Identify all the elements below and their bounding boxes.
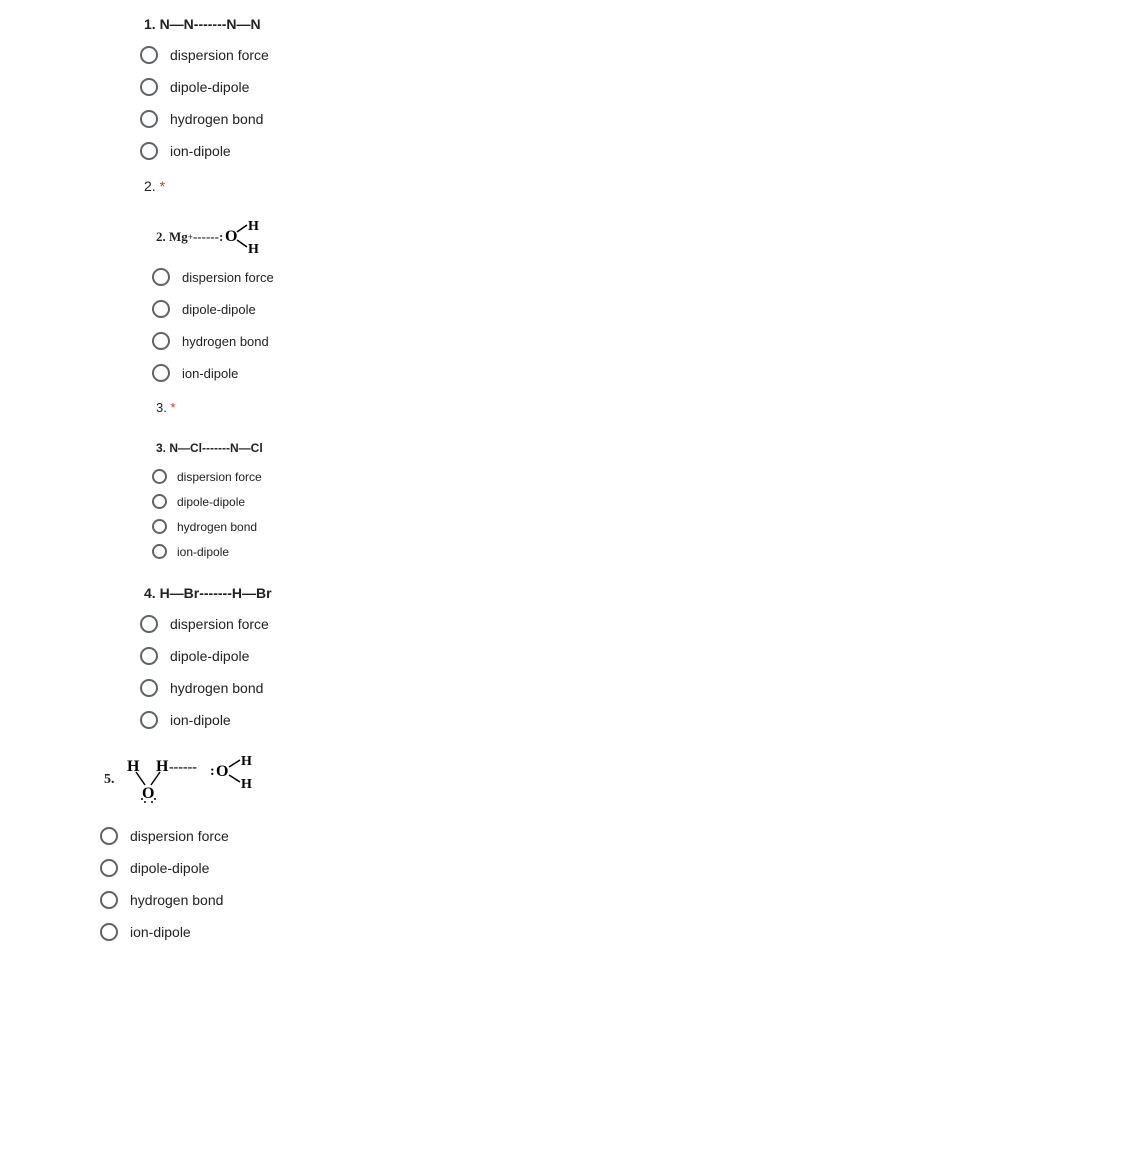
option-label: ion-dipole (130, 924, 191, 940)
option-label: dispersion force (130, 828, 229, 844)
option-label: dispersion force (170, 616, 269, 632)
svg-text:H: H (156, 758, 169, 775)
option-label: hydrogen bond (170, 111, 263, 127)
question-1-prompt: 1. N—N-------N—N (144, 10, 1125, 32)
svg-text:H: H (248, 242, 259, 254)
option-hydrogen[interactable]: hydrogen bond (140, 110, 1125, 128)
option-ion[interactable]: ion-dipole (152, 544, 1125, 559)
option-dispersion[interactable]: dispersion force (140, 615, 1125, 633)
option-label: hydrogen bond (182, 334, 269, 349)
option-label: dipole-dipole (130, 860, 209, 876)
radio-icon (140, 142, 158, 160)
option-hydrogen[interactable]: hydrogen bond (100, 891, 1125, 909)
option-ion[interactable]: ion-dipole (152, 364, 1125, 382)
radio-icon (140, 46, 158, 64)
svg-text:O: O (225, 228, 237, 245)
option-hydrogen[interactable]: hydrogen bond (152, 519, 1125, 534)
svg-text:H: H (127, 758, 140, 775)
radio-icon (140, 110, 158, 128)
question-2: 2. Mg+ ------: O H H dispersion force di… (152, 214, 1125, 415)
water-molecule-icon: O H H (223, 220, 263, 254)
option-label: hydrogen bond (130, 892, 223, 908)
question-2-prompt: 2. Mg+ ------: O H H (156, 214, 1125, 254)
section-label-3: 3. * (156, 400, 1125, 415)
svg-text:H: H (241, 755, 252, 769)
option-label: ion-dipole (170, 712, 231, 728)
option-label: ion-dipole (182, 366, 238, 381)
prompt-text: 4. H—Br-------H—Br (144, 585, 272, 601)
question-5-prompt: 5. H H O ------ : O H H (104, 749, 1125, 805)
prompt-text: 3. N—Cl-------N—Cl (156, 441, 263, 455)
option-ion[interactable]: ion-dipole (140, 711, 1125, 729)
radio-icon (140, 647, 158, 665)
prompt-dashes: ------: (193, 229, 223, 245)
radio-icon (152, 300, 170, 318)
svg-text:O: O (216, 763, 228, 780)
radio-icon (152, 519, 167, 534)
option-label: hydrogen bond (177, 520, 257, 534)
radio-icon (100, 859, 118, 877)
option-dipole[interactable]: dipole-dipole (152, 494, 1125, 509)
svg-text:------: ------ (169, 760, 197, 775)
option-label: dispersion force (170, 47, 269, 63)
option-dipole[interactable]: dipole-dipole (100, 859, 1125, 877)
radio-icon (152, 268, 170, 286)
option-label: dispersion force (182, 270, 274, 285)
option-dispersion[interactable]: dispersion force (140, 46, 1125, 64)
option-label: dispersion force (177, 470, 262, 484)
option-label: ion-dipole (170, 143, 231, 159)
radio-icon (100, 923, 118, 941)
svg-text:H: H (241, 777, 252, 792)
radio-icon (140, 78, 158, 96)
h2o-pair-icon: H H O ------ : O H H (122, 755, 292, 805)
prompt-text: 1. N—N-------N—N (144, 16, 261, 32)
question-4-prompt: 4. H—Br-------H—Br (144, 579, 1125, 601)
svg-text:O: O (142, 785, 154, 802)
question-3: 3. N—Cl-------N—Cl dispersion force dipo… (152, 435, 1125, 559)
radio-icon (140, 679, 158, 697)
radio-icon (152, 364, 170, 382)
option-hydrogen[interactable]: hydrogen bond (152, 332, 1125, 350)
question-1: 1. N—N-------N—N dispersion force dipole… (140, 10, 1125, 194)
prompt-prefix: 2. Mg (156, 229, 188, 245)
radio-icon (100, 827, 118, 845)
radio-icon (140, 711, 158, 729)
option-label: dipole-dipole (170, 648, 249, 664)
radio-icon (152, 469, 167, 484)
radio-icon (140, 615, 158, 633)
option-dipole[interactable]: dipole-dipole (140, 647, 1125, 665)
option-ion[interactable]: ion-dipole (100, 923, 1125, 941)
option-dispersion[interactable]: dispersion force (152, 469, 1125, 484)
question-3-prompt: 3. N—Cl-------N—Cl (156, 435, 1125, 455)
svg-text:H: H (248, 220, 259, 234)
option-ion[interactable]: ion-dipole (140, 142, 1125, 160)
radio-icon (152, 494, 167, 509)
radio-icon (152, 332, 170, 350)
radio-icon (152, 544, 167, 559)
question-5: 5. H H O ------ : O H H dispersion force… (100, 749, 1125, 941)
option-label: hydrogen bond (170, 680, 263, 696)
option-hydrogen[interactable]: hydrogen bond (140, 679, 1125, 697)
option-dipole[interactable]: dipole-dipole (140, 78, 1125, 96)
option-dispersion[interactable]: dispersion force (100, 827, 1125, 845)
option-label: dipole-dipole (182, 302, 256, 317)
radio-icon (100, 891, 118, 909)
prompt-prefix: 5. (104, 772, 115, 788)
question-4: 4. H—Br-------H—Br dispersion force dipo… (140, 579, 1125, 729)
svg-text::: : (210, 764, 215, 779)
option-label: dipole-dipole (177, 495, 245, 509)
section-label-2: 2. * 2. * (144, 178, 1125, 194)
option-dispersion[interactable]: dispersion force (152, 268, 1125, 286)
option-dipole[interactable]: dipole-dipole (152, 300, 1125, 318)
option-label: ion-dipole (177, 545, 229, 559)
option-label: dipole-dipole (170, 79, 249, 95)
